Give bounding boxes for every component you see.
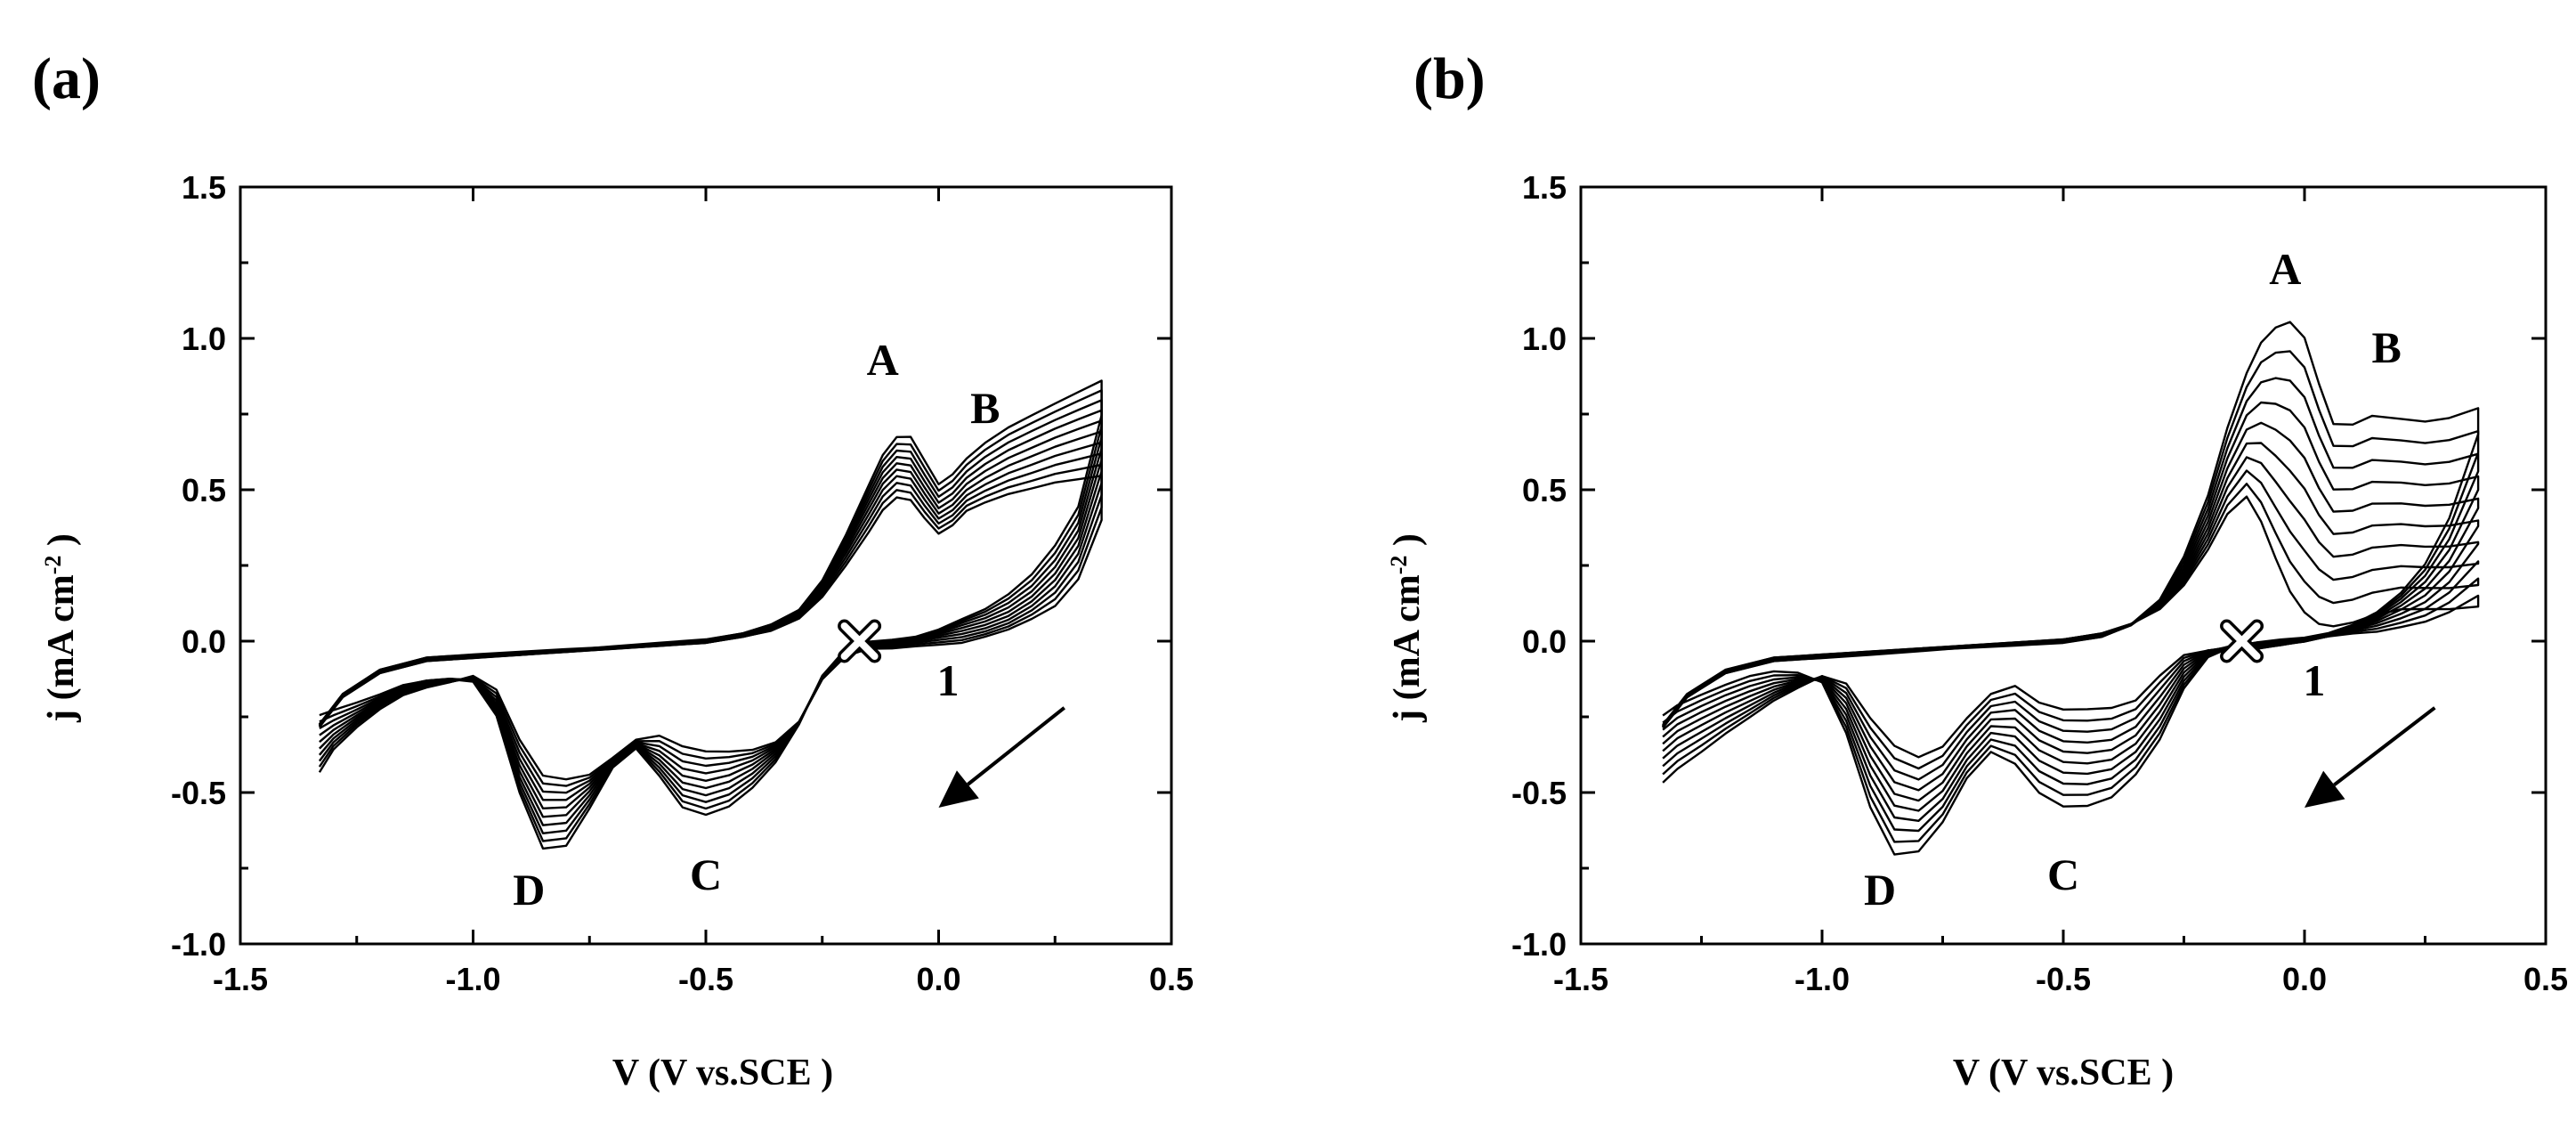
panel-b-cycle-label: 1: [2303, 655, 2325, 705]
panel-a-y-title-main: j (mA cm: [41, 574, 82, 723]
panel-b-y-axis-title: j (mA cm-2 ): [1386, 533, 1429, 723]
panel-b-x-tick-label: 0.5: [2523, 961, 2568, 997]
panel-a-y-tick-label: -0.5: [171, 775, 226, 811]
panel-a: (a) -1.5 -1.0 -0.5 0.0 0.51.51.00.50.0-0.5-1…: [32, 46, 1194, 1094]
panel-b-x-tick-label: 0.0: [2282, 961, 2327, 997]
panel-a-peak-label-d: D: [513, 865, 545, 915]
panel-b: (b) -1.5 -1.0 -0.5 0.0 0.51.51.00.50.0-0.5-1…: [1386, 46, 2569, 1094]
panel-a-y-axis-title: j (mA cm-2 ): [40, 533, 83, 723]
panel-a-peak-label-c: C: [690, 850, 722, 899]
panel-a-x-tick-label: -1.5: [213, 961, 268, 997]
panel-a-axes: [239, 185, 1173, 946]
panel-b-start-marker-fill: [2223, 622, 2261, 660]
panel-a-plot-frame: [239, 185, 1173, 946]
panel-a-arrow-head: [938, 770, 979, 808]
panel-b-y-tick-label: -0.5: [1511, 775, 1567, 811]
panel-a-cv-cycle-3: [318, 452, 1103, 794]
panel-a-y-tick-label: -1.0: [171, 926, 226, 963]
panel-a-curves: [318, 379, 1103, 850]
panel-a-annotations: A B C D 1: [513, 335, 1065, 915]
panel-a-peak-label-a: A: [867, 335, 899, 385]
panel-b-curves: [1662, 321, 2480, 856]
panel-b-peak-label-d: D: [1864, 865, 1896, 915]
panel-a-arrow-shaft: [967, 706, 1065, 786]
panel-a-x-tick-label: -1.0: [445, 961, 500, 997]
panel-b-scan-direction-arrow: [2305, 706, 2436, 808]
panel-b-ticks: -1.5 -1.0 -0.5 0.0 0.51.51.00.50.0-0.5-1.0: [1511, 169, 2568, 997]
panel-b-y-tick-label: 1.0: [1522, 321, 1567, 357]
panel-a-x-axis-title: V (V vs.SCE ): [612, 1053, 833, 1094]
panel-b-arrow-head: [2305, 770, 2345, 808]
panel-b-y-title-main: j (mA cm: [1387, 574, 1428, 723]
panel-b-peak-label-c: C: [2047, 850, 2079, 899]
panel-a-y-title-end: ): [41, 533, 82, 556]
panel-a-x-tick-label: -0.5: [678, 961, 733, 997]
panel-b-start-marker: [2220, 619, 2264, 663]
panel-b-y-tick-label: -1.0: [1511, 926, 1567, 963]
panel-a-x-tick-label: 0.0: [916, 961, 960, 997]
panel-b-arrow-shaft: [2333, 706, 2436, 787]
panel-b-y-tick-label: 0.0: [1522, 623, 1567, 660]
panel-b-peak-label-a: A: [2269, 244, 2301, 294]
panel-a-ticks: -1.5 -1.0 -0.5 0.0 0.51.51.00.50.0-0.5-1.0: [171, 169, 1194, 997]
panel-a-start-marker-fill: [840, 622, 879, 660]
panel-a-cycle-label: 1: [936, 655, 959, 705]
panel-b-x-axis-title: V (V vs.SCE ): [1953, 1053, 2174, 1094]
panel-a-start-marker: [838, 619, 882, 663]
panel-a-y-tick-label: 1.0: [182, 321, 226, 357]
panel-a-y-tick-label: 0.5: [182, 472, 226, 508]
panel-b-cv-cycle-7: [1662, 401, 2480, 822]
panel-b-label: (b): [1414, 46, 1486, 111]
panel-b-y-tick-label: 0.5: [1522, 472, 1567, 508]
panel-b-annotations: A B C D 1: [1864, 244, 2436, 915]
panel-b-x-tick-label: -1.0: [1794, 961, 1850, 997]
panel-b-cv-cycle-10: [1662, 321, 2480, 856]
panel-b-x-tick-label: -0.5: [2036, 961, 2091, 997]
panel-a-cv-cycle-10: [318, 379, 1103, 850]
panel-a-peak-label-b: B: [970, 383, 1000, 433]
panel-a-y-tick-label: 0.0: [182, 623, 226, 660]
panel-b-y-title-end: ): [1387, 533, 1428, 556]
panel-a-y-title-sup: -2: [40, 556, 66, 575]
panel-a-x-tick-label: 0.5: [1149, 961, 1194, 997]
panel-a-y-tick-label: 1.5: [182, 169, 226, 206]
panel-b-x-tick-label: -1.5: [1553, 961, 1608, 997]
panel-b-peak-label-b: B: [2371, 322, 2401, 372]
panel-a-label: (a): [32, 46, 101, 111]
panel-a-scan-direction-arrow: [938, 706, 1065, 808]
panel-b-y-title-sup: -2: [1386, 556, 1412, 575]
panel-b-y-tick-label: 1.5: [1522, 169, 1567, 206]
